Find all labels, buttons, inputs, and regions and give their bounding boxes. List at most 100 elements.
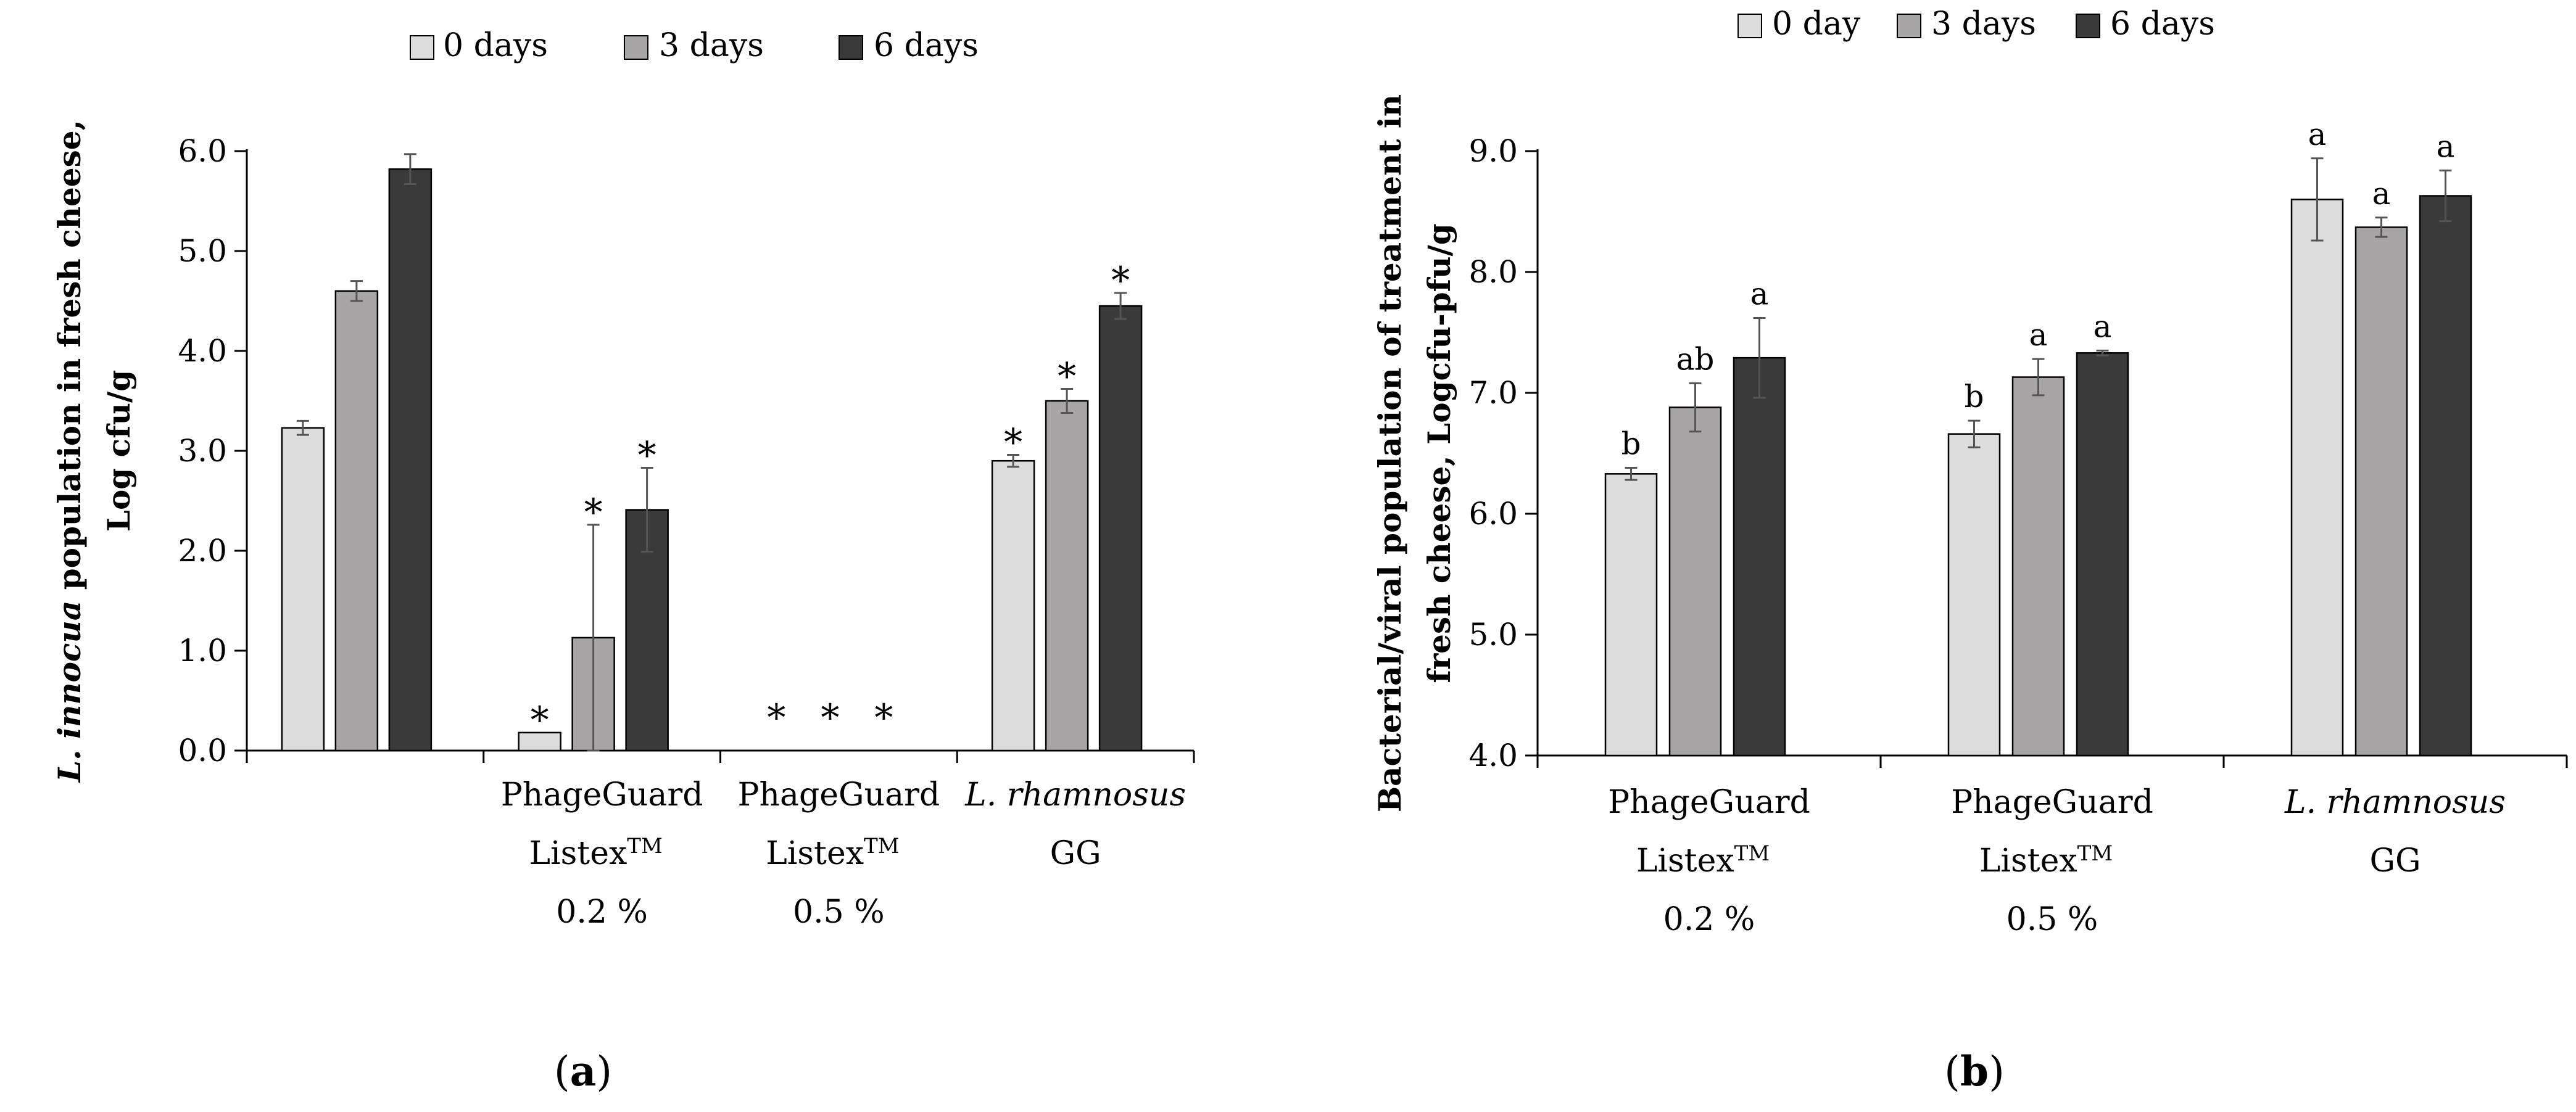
category-label-line: 0.2 % <box>1663 901 1755 938</box>
significance-letter: a <box>2308 117 2327 152</box>
y-tick-label: 4.0 <box>1468 738 1518 773</box>
legend-label: 0 days <box>443 27 548 64</box>
legend-swatch <box>1897 14 1921 38</box>
y-axis-label-line: Log cfu/g <box>101 370 137 532</box>
category-label-line: 0.5 % <box>2007 901 2098 938</box>
legend-label: 6 days <box>874 27 979 64</box>
category-label-text: 0.2 % <box>556 894 648 931</box>
category-label-line: ListexTM <box>766 834 899 872</box>
y-tick-label: 8.0 <box>1468 254 1518 290</box>
significance-letter: a <box>2029 317 2048 353</box>
panel-label-part: b <box>1960 1047 1989 1095</box>
category-label-text: Listex <box>1979 842 2077 879</box>
category-label-text: GG <box>1050 835 1101 872</box>
panel-label: (b) <box>1944 1047 2005 1095</box>
bar <box>2290 199 2344 757</box>
significance-asterisk: * <box>767 696 785 739</box>
y-axis-label-line: L. innocua population in fresh cheese, <box>51 120 88 783</box>
y-axis-label: Bacterial/viral population of treatment … <box>1372 94 1457 812</box>
category-label-text: 0.5 % <box>2007 901 2098 938</box>
y-tick-label: 5.0 <box>1468 617 1518 653</box>
category-label-superscript: TM <box>627 834 663 859</box>
panel-label-part: ) <box>1989 1048 2005 1095</box>
significance-asterisk: * <box>584 491 603 534</box>
category-label-line: PhageGuard <box>738 776 940 813</box>
chart-panel-b: 0 day 3 days 6 days 4.0 5.0 6.0 7.0 8.0 9.0 Bacte… <box>1372 6 2568 1095</box>
panel-label-part: ( <box>554 1048 570 1095</box>
category-label-superscript: TM <box>2077 841 2113 866</box>
bar <box>2076 352 2129 757</box>
bar <box>991 459 1035 752</box>
y-tick-label: 1.0 <box>178 633 227 669</box>
category-label-text: PhageGuard <box>738 776 940 813</box>
category-label-line: ListexTM <box>1636 841 1770 879</box>
y-tick-label: 2.0 <box>178 533 227 569</box>
bar <box>2354 226 2408 757</box>
y-axis-label-part: Log cfu/g <box>101 370 137 532</box>
bar <box>281 427 325 752</box>
category-label-line: ListexTM <box>1979 841 2113 879</box>
legend-label: 3 days <box>1931 6 2036 43</box>
category-label-line: 0.5 % <box>793 894 885 931</box>
category-label-text: 0.5 % <box>793 894 885 931</box>
y-tick-label: 6.0 <box>178 133 227 169</box>
legend-label: 0 day <box>1772 6 1861 43</box>
bar <box>1947 433 2001 757</box>
bar <box>1733 356 1786 757</box>
y-tick-label: 5.0 <box>178 233 227 269</box>
significance-letter: a <box>1750 276 1769 311</box>
significance-letter: b <box>1621 426 1641 462</box>
significance-asterisk: * <box>1004 421 1022 464</box>
legend-label: 6 days <box>2110 6 2215 43</box>
category-label-text: Listex <box>766 835 864 872</box>
chart-panel-a: 0 days 3 days 6 days 0.0 1.0 2.0 3.0 4.0 5.0 6.0 L… <box>51 27 1195 1095</box>
significance-asterisk: * <box>821 696 839 739</box>
significance-asterisk: * <box>1111 259 1130 302</box>
category-label-text: L. rhamnosus <box>964 776 1186 813</box>
legend-swatch <box>624 35 648 60</box>
bar <box>388 168 433 752</box>
significance-asterisk: * <box>874 696 893 739</box>
panel-label: (a) <box>554 1047 612 1095</box>
y-axis-label-part: population in fresh cheese, <box>51 120 88 601</box>
y-tick-label: 0.0 <box>178 733 227 768</box>
category-label-line: L. rhamnosus <box>964 776 1186 813</box>
bar <box>1045 400 1089 752</box>
category-label-text: 0.2 % <box>1663 901 1755 938</box>
category-label-line: ListexTM <box>529 834 662 872</box>
y-axis-label-line: Bacterial/viral population of treatment … <box>1372 94 1408 812</box>
category-label-text: Listex <box>529 835 627 872</box>
panel-label-part: ) <box>596 1048 612 1095</box>
significance-letter: a <box>2437 128 2455 164</box>
significance-letter: ab <box>1676 341 1715 377</box>
y-axis-label-part: Bacterial/viral population of treatment … <box>1372 94 1408 812</box>
y-axis-label-part: L. innocua <box>51 601 88 783</box>
bar <box>1098 305 1143 752</box>
y-tick-label: 3.0 <box>178 433 227 469</box>
y-axis-label-line: fresh cheese, Logcfu-pfu/g <box>1421 223 1457 683</box>
panel-label-part: ( <box>1944 1048 1960 1095</box>
panel-label-part: a <box>570 1047 597 1095</box>
significance-letter: a <box>2094 308 2112 344</box>
category-label-text: L. rhamnosus <box>2284 784 2506 821</box>
legend-swatch <box>839 35 863 60</box>
category-label-line: GG <box>2369 842 2421 879</box>
y-tick-label: 4.0 <box>178 333 227 369</box>
category-label-text: Listex <box>1636 842 1734 879</box>
bar <box>2011 376 2065 757</box>
category-label-text: PhageGuard <box>1608 784 1810 821</box>
category-label-line: PhageGuard <box>1951 784 2153 821</box>
y-axis-label-part: fresh cheese, Logcfu-pfu/g <box>1421 223 1457 683</box>
bar <box>1604 473 1658 757</box>
category-label-text: GG <box>2369 842 2421 879</box>
y-tick-label: 6.0 <box>1468 496 1518 532</box>
category-label-superscript: TM <box>864 834 900 859</box>
category-label-line: PhageGuard <box>501 776 703 813</box>
legend-swatch <box>2076 14 2100 38</box>
bar <box>334 290 379 752</box>
legend-label: 3 days <box>659 27 764 64</box>
y-tick-label: 9.0 <box>1468 133 1518 169</box>
category-label-line: 0.2 % <box>556 894 648 931</box>
